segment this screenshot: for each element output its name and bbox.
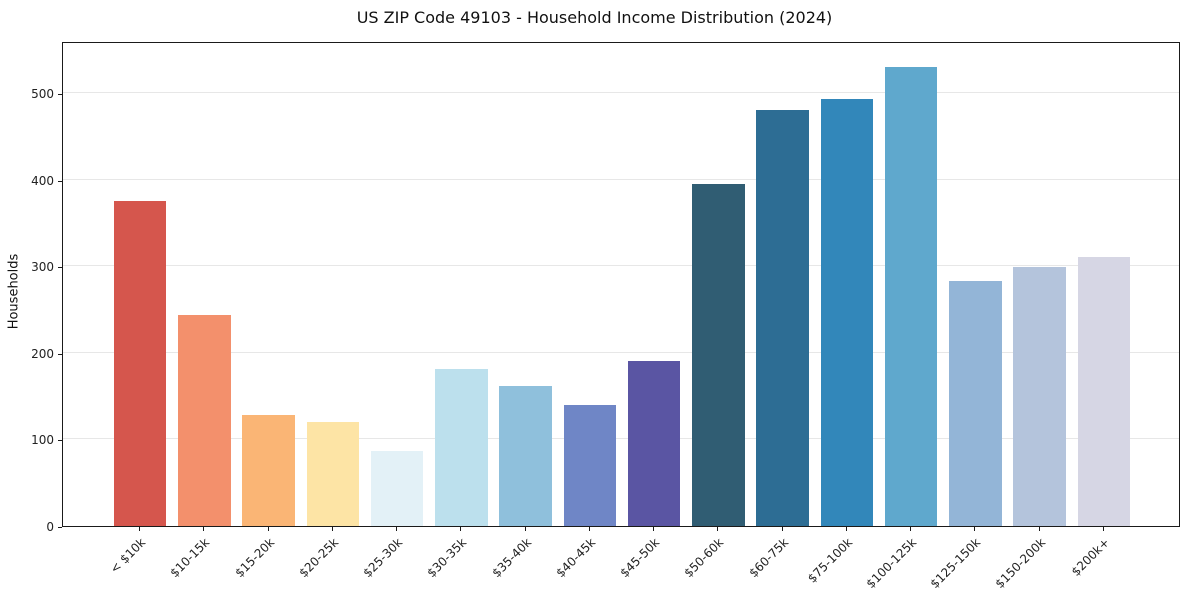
bar-45-50k xyxy=(627,361,681,526)
y-tick-label: 500 xyxy=(31,86,54,101)
bar-100-125k xyxy=(884,66,938,526)
bar-150-200k xyxy=(1013,267,1066,526)
bar-60-75k xyxy=(756,110,809,526)
x-tick-mark xyxy=(588,527,590,531)
bar-10-15k xyxy=(178,314,231,526)
y-tick-label: 0 xyxy=(46,520,54,534)
plot-area xyxy=(62,42,1180,527)
y-tick-mark xyxy=(58,527,62,528)
y-tick-label: 300 xyxy=(31,260,54,275)
x-tick-mark xyxy=(717,527,719,531)
y-tick-mark xyxy=(58,93,62,95)
x-tick-mark xyxy=(139,527,141,531)
bar-20-25k xyxy=(306,422,360,526)
bar-75-100k xyxy=(820,99,874,526)
bar-10k xyxy=(113,201,167,526)
bar-25-30k xyxy=(370,450,424,526)
x-tick-mark xyxy=(653,527,655,531)
x-tick-mark xyxy=(845,527,847,531)
bar-50-60k xyxy=(692,183,745,526)
gridline xyxy=(63,91,1179,93)
x-tick-mark xyxy=(460,527,462,531)
x-tick-mark xyxy=(781,527,783,531)
gridline xyxy=(63,438,1179,440)
x-tick-mark xyxy=(974,527,976,531)
x-tick-mark xyxy=(203,527,205,531)
y-tick-mark xyxy=(58,267,62,269)
x-tick-mark xyxy=(396,527,398,531)
bar-30-35k xyxy=(435,369,488,526)
y-tick-mark xyxy=(58,180,62,182)
gridline xyxy=(63,351,1179,353)
x-tick-mark xyxy=(1038,527,1040,531)
x-tick-mark xyxy=(331,527,333,531)
bar-35-40k xyxy=(499,385,552,526)
y-tick-mark xyxy=(58,353,62,355)
x-tick-mark xyxy=(524,527,526,531)
y-tick-label: 400 xyxy=(31,173,54,188)
x-tick-mark xyxy=(267,527,269,531)
x-tick-label: < $10k xyxy=(107,535,149,577)
y-tick-mark xyxy=(58,440,62,442)
bar-200k xyxy=(1077,256,1131,526)
x-tick-mark xyxy=(910,527,912,531)
x-tick-mark xyxy=(1102,527,1104,531)
y-tick-label: 200 xyxy=(31,346,54,361)
bar-15-20k xyxy=(242,415,295,526)
chart-title: US ZIP Code 49103 - Household Income Dis… xyxy=(356,8,833,27)
y-tick-label: 100 xyxy=(31,433,54,448)
bar-40-45k xyxy=(563,404,617,526)
bar-125-150k xyxy=(949,280,1002,526)
gridline xyxy=(63,265,1179,267)
gridline xyxy=(63,178,1179,180)
